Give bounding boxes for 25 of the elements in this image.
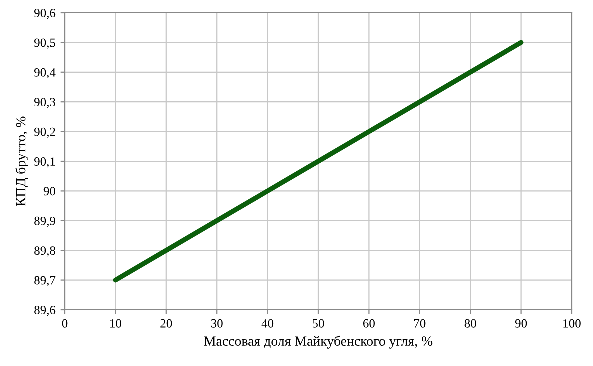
x-tick-label: 70 xyxy=(414,319,426,328)
y-tick-label: 90,2 xyxy=(34,128,56,138)
x-tick-label: 60 xyxy=(363,319,375,328)
y-tick-label: 90,6 xyxy=(34,9,56,20)
y-tick-label: 90 xyxy=(44,187,56,196)
y-tick-label: 89,9 xyxy=(34,216,56,228)
y-axis-title: КПД брутто, % xyxy=(16,116,29,206)
x-tick-label: 50 xyxy=(312,319,324,328)
x-tick-label: 0 xyxy=(62,319,68,328)
x-tick-label: 30 xyxy=(211,319,223,328)
y-tick-label: 89,8 xyxy=(34,246,56,257)
y-tick-label: 89,6 xyxy=(34,306,56,316)
x-tick-label: 20 xyxy=(160,319,172,328)
x-tick-label: 100 xyxy=(564,319,581,328)
y-tick-label: 89,7 xyxy=(34,276,56,287)
x-tick-label: 90 xyxy=(515,319,528,328)
y-tick-label: 90,3 xyxy=(34,98,56,108)
x-tick-label: 80 xyxy=(464,319,476,328)
x-tick-label: 10 xyxy=(110,319,122,328)
y-tick-label: 90,4 xyxy=(34,68,56,79)
y-tick-label: 90,5 xyxy=(34,38,56,49)
line-series xyxy=(113,40,524,283)
x-axis-title: Массовая доля Майкубенского угля, % xyxy=(204,336,433,349)
x-tick-label: 40 xyxy=(262,319,274,328)
y-tick-label: 90,1 xyxy=(34,158,56,168)
